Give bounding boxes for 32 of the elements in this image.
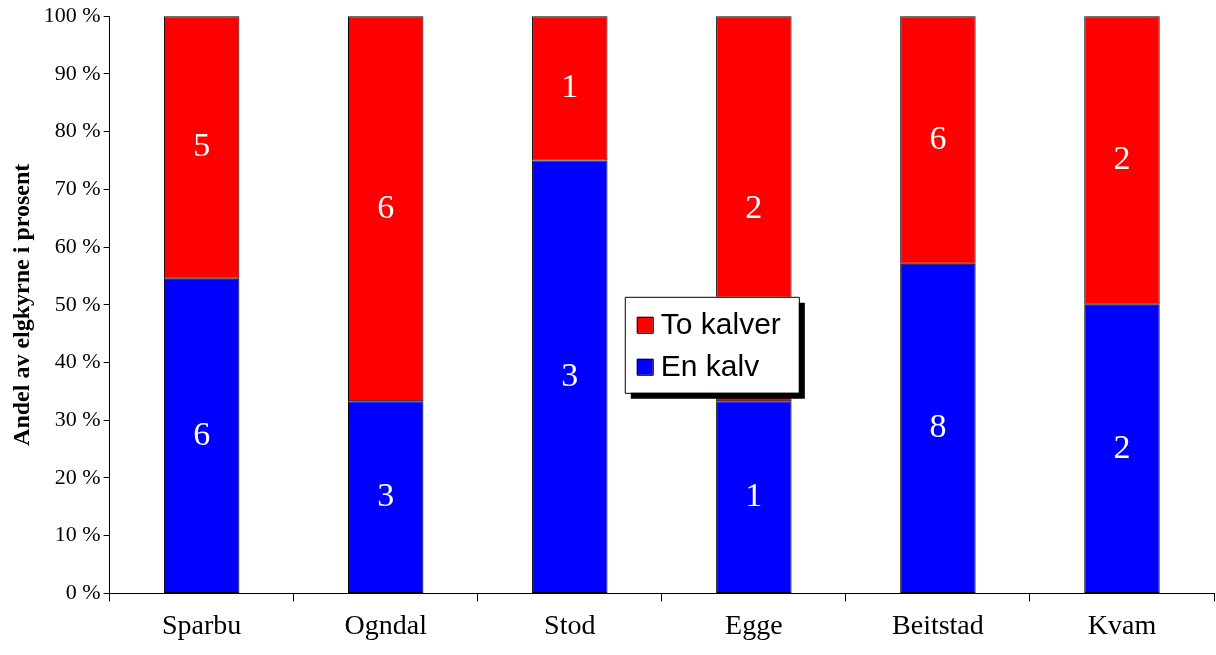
annotation: 2 — [1113, 427, 1131, 465]
annotation: 2 — [745, 187, 763, 225]
y-tick-label: 10 % — [54, 521, 101, 547]
annotation: 6 — [377, 187, 395, 225]
annotation: 6 — [929, 118, 947, 156]
y-tick-label: 50 % — [54, 290, 101, 316]
annotation: 5 — [193, 126, 211, 164]
y-tick-label: 90 % — [54, 59, 101, 85]
y-tick-label: 60 % — [54, 232, 101, 258]
y-tick-label: 80 % — [54, 117, 101, 143]
annotation: 1 — [745, 475, 763, 513]
y-tick-label: 100 % — [43, 1, 101, 27]
legend-label: En kalv — [660, 349, 760, 383]
x-tick-label: Stod — [544, 608, 596, 640]
y-tick-label: 0 % — [65, 579, 101, 605]
legend-label: To kalver — [660, 307, 781, 341]
annotation: 8 — [929, 407, 947, 445]
x-tick-label: Egge — [725, 608, 783, 640]
annotation: 3 — [561, 355, 579, 393]
annotation: 6 — [193, 414, 211, 452]
annotation: 2 — [1113, 139, 1131, 177]
x-tick-label: Beitstad — [892, 608, 984, 640]
x-tick-label: Kvam — [1087, 608, 1157, 640]
x-tick-label: Ogndal — [344, 608, 428, 640]
x-tick-label: Sparbu — [161, 608, 242, 640]
annotation: 1 — [561, 67, 579, 105]
y-tick-label: 70 % — [54, 175, 101, 201]
y-tick-label: 40 % — [54, 348, 101, 374]
y-tick-label: 20 % — [54, 463, 101, 489]
annotation: 3 — [377, 475, 395, 513]
y-axis-title: Andel av elgkyrne i prosent — [7, 163, 34, 446]
y-tick-label: 30 % — [54, 406, 101, 432]
